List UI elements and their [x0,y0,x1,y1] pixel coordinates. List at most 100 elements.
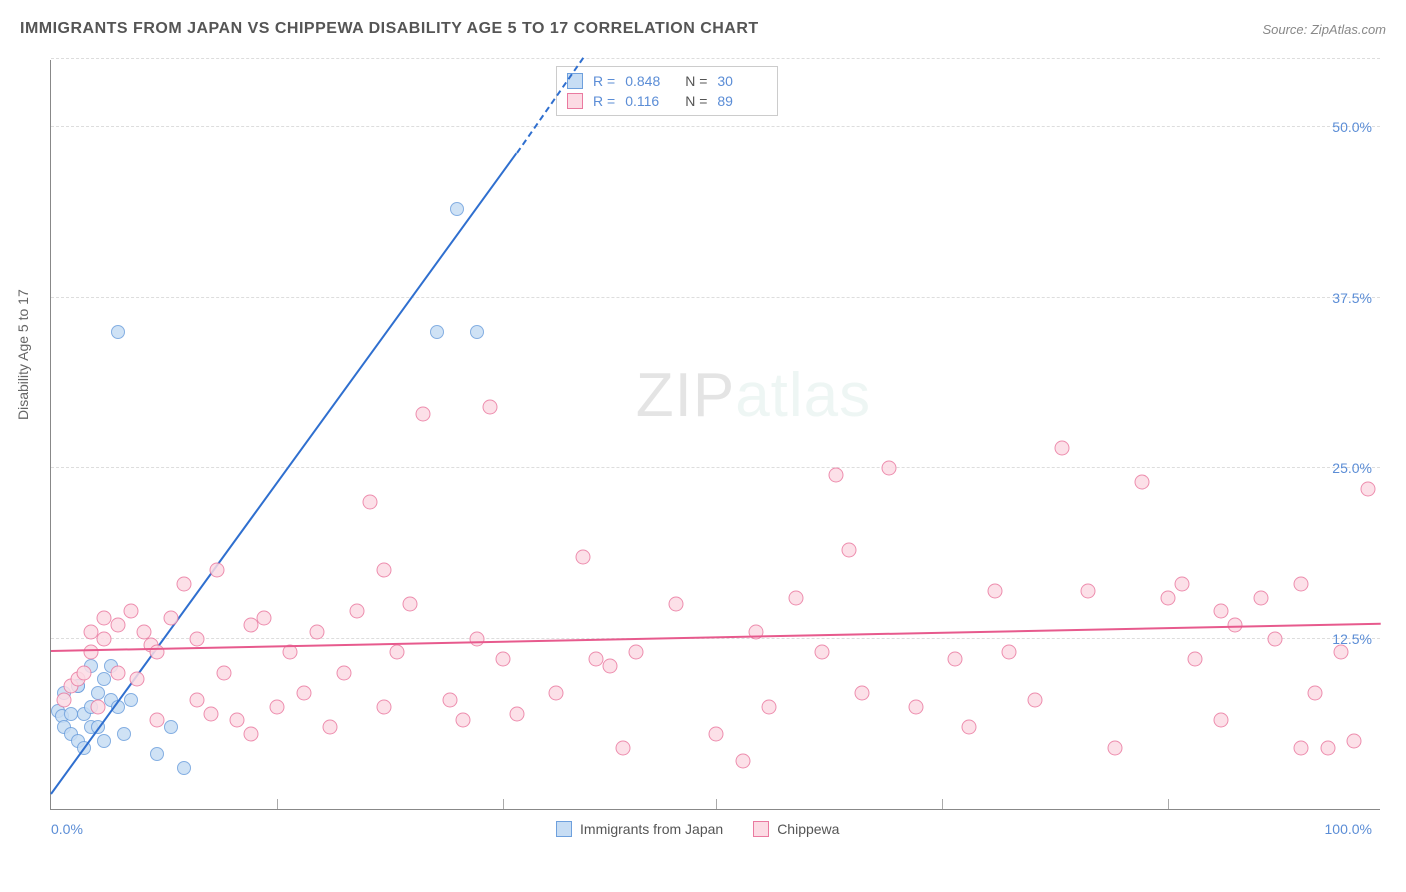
data-point [323,720,338,735]
gridline [51,297,1380,298]
data-point [190,692,205,707]
data-point [1054,440,1069,455]
data-point [669,597,684,612]
data-point [1294,740,1309,755]
data-point [1001,645,1016,660]
data-point [97,631,112,646]
data-point [416,406,431,421]
x-tick-label: 100.0% [1325,821,1372,837]
data-point [1028,692,1043,707]
data-point [815,645,830,660]
gridline [51,467,1380,468]
data-point [216,665,231,680]
data-point [709,727,724,742]
data-point [430,325,444,339]
x-tick-mark [716,799,717,809]
data-point [1081,583,1096,598]
r-label: R = [593,93,615,109]
data-point [1187,652,1202,667]
y-axis-label: Disability Age 5 to 17 [15,289,31,420]
data-point [602,658,617,673]
series-legend-item: Immigrants from Japan [556,821,723,837]
data-point [1174,577,1189,592]
data-point [177,577,192,592]
y-tick-label: 37.5% [1332,290,1372,306]
data-point [90,699,105,714]
legend-swatch [567,93,583,109]
data-point [57,692,72,707]
data-point [177,761,191,775]
data-point [124,693,138,707]
data-point [1360,481,1375,496]
data-point [97,672,111,686]
legend-stat-row: R =0.116N =89 [567,91,767,111]
x-tick-mark [1168,799,1169,809]
data-point [336,665,351,680]
correlation-legend: R =0.848N =30R =0.116N =89 [556,66,778,116]
data-point [908,699,923,714]
data-point [496,652,511,667]
data-point [256,611,271,626]
data-point [735,754,750,769]
watermark: ZIPatlas [636,360,871,431]
data-point [163,611,178,626]
data-point [1134,474,1149,489]
data-point [948,652,963,667]
x-tick-mark [503,799,504,809]
data-point [1294,577,1309,592]
data-point [296,686,311,701]
data-point [855,686,870,701]
gridline [51,58,1380,59]
data-point [77,665,92,680]
n-label: N = [685,73,707,89]
data-point [881,461,896,476]
legend-swatch [556,821,572,837]
data-point [762,699,777,714]
source-label: Source: ZipAtlas.com [1262,22,1386,37]
data-point [509,706,524,721]
y-tick-label: 25.0% [1332,460,1372,476]
x-tick-mark [942,799,943,809]
chart-title: IMMIGRANTS FROM JAPAN VS CHIPPEWA DISABI… [20,20,759,38]
x-tick-label: 0.0% [51,821,83,837]
data-point [64,707,78,721]
data-point [389,645,404,660]
data-point [1307,686,1322,701]
series-legend-item: Chippewa [753,821,839,837]
data-point [1161,590,1176,605]
data-point [1254,590,1269,605]
data-point [450,202,464,216]
data-point [376,699,391,714]
data-point [164,720,178,734]
data-point [349,604,364,619]
data-point [130,672,145,687]
data-point [270,699,285,714]
r-value: 0.848 [625,73,675,89]
r-value: 0.116 [625,93,675,109]
gridline [51,126,1380,127]
n-value: 30 [717,73,767,89]
data-point [363,495,378,510]
data-point [243,727,258,742]
data-point [1267,631,1282,646]
plot-area: ZIPatlas R =0.848N =30R =0.116N =89 Immi… [50,60,1380,810]
data-point [376,563,391,578]
data-point [828,467,843,482]
data-point [203,706,218,721]
x-tick-mark [277,799,278,809]
data-point [615,740,630,755]
data-point [842,542,857,557]
n-value: 89 [717,93,767,109]
data-point [210,563,225,578]
data-point [482,399,497,414]
data-point [1214,713,1229,728]
data-point [961,720,976,735]
data-point [150,747,164,761]
series-label: Immigrants from Japan [580,821,723,837]
data-point [1347,733,1362,748]
data-point [117,727,131,741]
data-point [1320,740,1335,755]
data-point [230,713,245,728]
r-label: R = [593,73,615,89]
data-point [549,686,564,701]
